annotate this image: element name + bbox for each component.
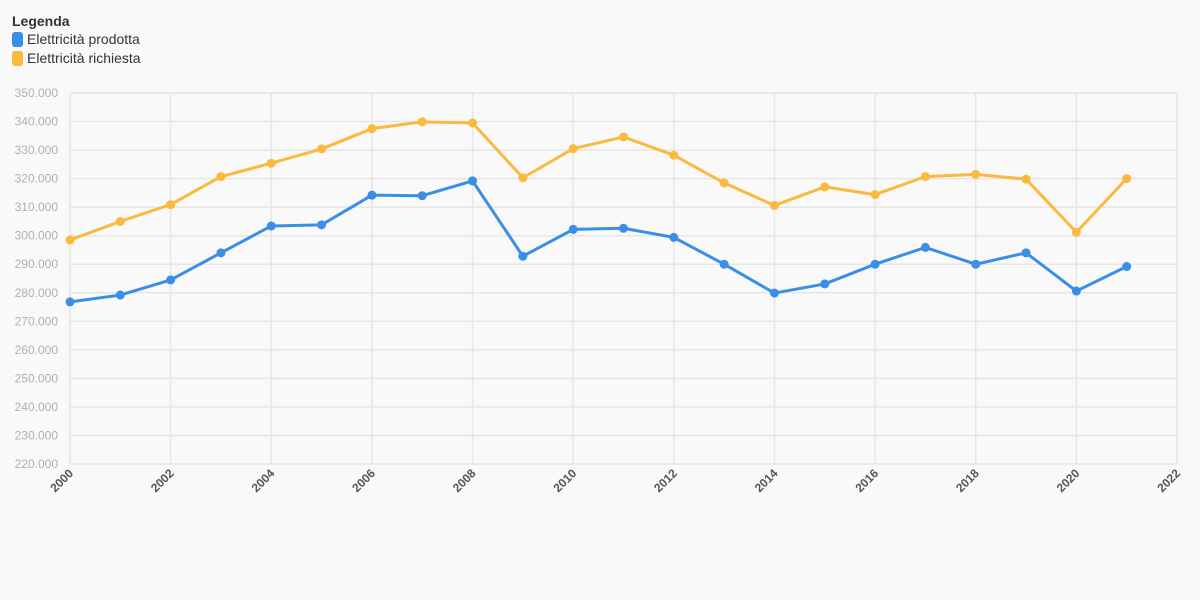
data-point-series-1 [920, 172, 930, 182]
data-point-series-0 [769, 288, 779, 298]
data-point-series-1 [317, 144, 327, 154]
x-tick-label: 2008 [450, 466, 479, 495]
legend-item-prodotta[interactable]: Elettricità prodotta [12, 30, 141, 49]
data-point-series-1 [1071, 227, 1081, 237]
data-point-series-0 [719, 259, 729, 269]
data-point-series-1 [669, 150, 679, 160]
data-point-series-1 [166, 200, 176, 210]
data-point-series-0 [870, 259, 880, 269]
legend-label-richiesta: Elettricità richiesta [27, 50, 141, 66]
y-tick-label: 220.000 [15, 457, 59, 471]
data-point-series-1 [518, 173, 528, 183]
data-point-series-1 [115, 216, 125, 226]
series-line-0 [68, 179, 1129, 304]
data-point-series-0 [266, 221, 276, 231]
data-point-series-0 [920, 242, 930, 252]
y-tick-label: 340.000 [15, 115, 59, 129]
legend: Legenda Elettricità prodotta Elettricità… [12, 12, 141, 68]
y-tick-label: 320.000 [15, 172, 59, 186]
data-point-series-1 [619, 132, 628, 142]
data-point-series-1 [367, 124, 377, 134]
legend-swatch-prodotta [12, 32, 23, 47]
data-point-series-0 [115, 290, 125, 300]
legend-swatch-richiesta [12, 51, 23, 66]
y-tick-label: 230.000 [15, 428, 59, 442]
data-point-series-0 [367, 190, 377, 200]
data-point-series-1 [468, 118, 478, 128]
x-tick-label: 2012 [651, 466, 680, 495]
data-point-series-0 [1071, 286, 1081, 296]
x-tick-label: 2018 [953, 466, 982, 495]
series-line-1 [68, 120, 1129, 242]
x-tick-label: 2002 [148, 466, 177, 495]
data-point-series-1 [971, 169, 981, 179]
data-point-series-0 [468, 176, 478, 186]
data-point-series-1 [1021, 174, 1031, 184]
y-tick-label: 260.000 [15, 343, 59, 357]
y-tick-label: 280.000 [15, 286, 59, 300]
data-point-series-0 [568, 224, 578, 234]
x-tick-label: 2004 [249, 466, 278, 495]
data-point-series-0 [518, 251, 528, 261]
y-tick-label: 290.000 [15, 257, 59, 271]
data-point-series-0 [65, 297, 75, 307]
data-point-series-0 [216, 248, 226, 258]
data-point-series-0 [619, 223, 628, 233]
x-tick-label: 2014 [752, 466, 781, 495]
y-tick-label: 310.000 [15, 200, 59, 214]
data-point-series-1 [65, 235, 75, 245]
x-tick-label: 2020 [1054, 466, 1083, 495]
x-tick-label: 2022 [1154, 466, 1183, 495]
data-point-series-0 [1021, 248, 1031, 258]
data-point-series-1 [870, 190, 880, 200]
x-tick-label: 2010 [551, 466, 580, 495]
legend-title: Legenda [12, 13, 70, 29]
y-tick-label: 270.000 [15, 314, 59, 328]
legend-item-richiesta[interactable]: Elettricità richiesta [12, 49, 141, 68]
data-point-series-0 [669, 232, 679, 242]
data-point-series-0 [1122, 262, 1132, 272]
data-point-series-1 [417, 117, 427, 127]
data-point-series-1 [568, 144, 578, 154]
y-tick-label: 350.000 [15, 86, 59, 100]
y-tick-label: 240.000 [15, 400, 59, 414]
legend-label-prodotta: Elettricità prodotta [27, 31, 140, 47]
data-point-series-1 [719, 178, 729, 188]
y-tick-label: 300.000 [15, 229, 59, 243]
data-point-series-0 [820, 279, 830, 289]
data-point-series-1 [820, 182, 830, 192]
data-point-series-0 [166, 275, 176, 285]
y-tick-label: 250.000 [15, 371, 59, 385]
data-point-series-1 [1122, 174, 1132, 184]
x-tick-label: 2016 [852, 466, 881, 495]
x-tick-label: 2006 [349, 466, 378, 495]
data-point-series-1 [266, 158, 276, 168]
data-point-series-0 [417, 191, 427, 201]
data-point-series-0 [971, 259, 981, 269]
data-point-series-1 [769, 200, 779, 210]
data-point-series-1 [216, 172, 226, 182]
data-point-series-0 [317, 220, 327, 230]
y-tick-label: 330.000 [15, 143, 59, 157]
